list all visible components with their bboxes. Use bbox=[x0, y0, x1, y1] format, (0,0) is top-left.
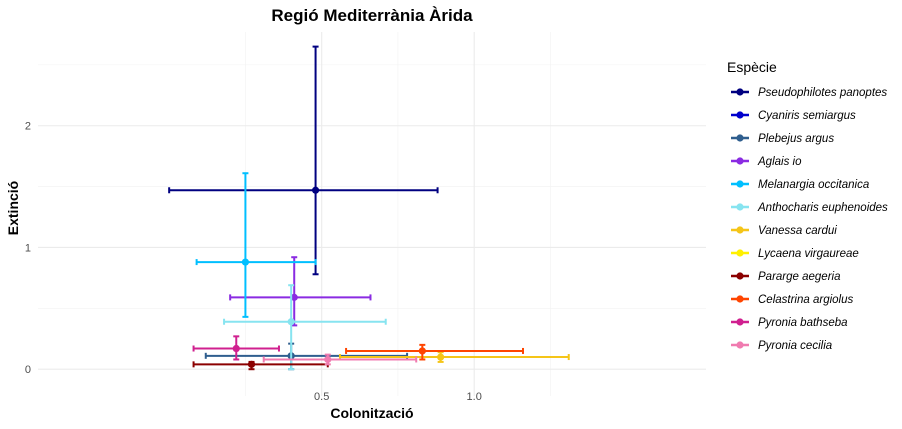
data-point bbox=[232, 344, 240, 353]
y-tick-label: 1 bbox=[25, 242, 31, 254]
data-point bbox=[418, 347, 426, 355]
data-point bbox=[241, 258, 250, 266]
y-tick-label: 0 bbox=[25, 364, 31, 376]
legend-label: Pseudophilotes panoptes bbox=[758, 87, 887, 99]
legend-key-point bbox=[736, 203, 744, 211]
legend-item: Vanessa cardui bbox=[731, 225, 837, 237]
x-tick-labels: 0.5 1.0 bbox=[314, 391, 482, 403]
series-pararge-aegeria bbox=[192, 360, 329, 371]
legend-item: Melanargia occitanica bbox=[731, 179, 869, 191]
legend-key-point bbox=[736, 295, 744, 303]
legend-title: Espècie bbox=[727, 59, 777, 75]
legend-item: Plebejus argus bbox=[731, 133, 834, 145]
series-aglais-io bbox=[229, 256, 372, 327]
legend-key-point bbox=[736, 341, 744, 349]
data-point bbox=[311, 186, 320, 194]
series-pseudophilotes-panoptes bbox=[168, 45, 439, 276]
legend-label: Pyronia bathseba bbox=[758, 317, 848, 329]
legend-label: Lycaena virgaureae bbox=[758, 248, 859, 260]
legend-key-point bbox=[736, 157, 744, 165]
legend-item: Pararge aegeria bbox=[731, 271, 840, 283]
legend-item: Pseudophilotes panoptes bbox=[731, 87, 887, 99]
data-point bbox=[247, 360, 256, 368]
series-vanessa-cardui bbox=[338, 351, 570, 363]
series-celastrina-argiolus bbox=[345, 343, 524, 361]
legend-item: Anthocharis euphenoides bbox=[731, 202, 888, 214]
legend-key-point bbox=[736, 88, 744, 96]
legend-label: Celastrina argiolus bbox=[758, 294, 853, 306]
legend-label: Melanargia occitanica bbox=[758, 179, 869, 191]
legend-key-point bbox=[736, 226, 744, 234]
series-melanargia-occitanica bbox=[195, 172, 317, 318]
legend-label: Anthocharis euphenoides bbox=[757, 202, 888, 214]
series-anthocharis-euphenoides bbox=[223, 284, 387, 371]
chart-title: Regió Mediterrània Àrida bbox=[271, 6, 473, 25]
data-point bbox=[287, 318, 295, 326]
legend-key-point bbox=[736, 180, 744, 188]
legend: Pseudophilotes panoptes Cyaniris semiargu… bbox=[731, 87, 888, 352]
grid bbox=[38, 32, 706, 396]
legend-label: Vanessa cardui bbox=[758, 225, 837, 237]
legend-key-point bbox=[736, 318, 744, 326]
data-point bbox=[437, 353, 445, 361]
legend-label: Cyaniris semiargus bbox=[758, 110, 856, 122]
legend-label: Plebejus argus bbox=[758, 133, 834, 145]
legend-key-point bbox=[736, 134, 744, 142]
legend-item: Cyaniris semiargus bbox=[731, 110, 856, 122]
series-pyronia-cecilia bbox=[262, 353, 418, 366]
data-point bbox=[290, 293, 298, 301]
legend-key-point bbox=[736, 111, 744, 119]
legend-label: Pyronia cecilia bbox=[758, 340, 832, 352]
legend-item: Pyronia bathseba bbox=[731, 317, 848, 329]
y-tick-labels: 0 1 2 bbox=[25, 121, 31, 376]
legend-key-point bbox=[736, 249, 744, 257]
legend-label: Pararge aegeria bbox=[758, 271, 840, 283]
legend-item: Pyronia cecilia bbox=[731, 340, 832, 352]
legend-item: Lycaena virgaureae bbox=[731, 248, 859, 260]
x-tick-label: 0.5 bbox=[314, 391, 329, 403]
legend-label: Aglais io bbox=[757, 156, 802, 168]
series-pyronia-bathseba bbox=[192, 335, 280, 361]
plot-marks bbox=[168, 45, 570, 371]
legend-key-point bbox=[736, 272, 744, 280]
x-axis-title: Colonització bbox=[330, 405, 413, 421]
x-tick-label: 1.0 bbox=[467, 391, 482, 403]
data-point bbox=[324, 355, 332, 364]
legend-item: Celastrina argiolus bbox=[731, 294, 853, 306]
y-tick-label: 2 bbox=[25, 121, 31, 133]
legend-item: Aglais io bbox=[731, 156, 802, 168]
y-axis-title: Extinció bbox=[5, 181, 21, 235]
